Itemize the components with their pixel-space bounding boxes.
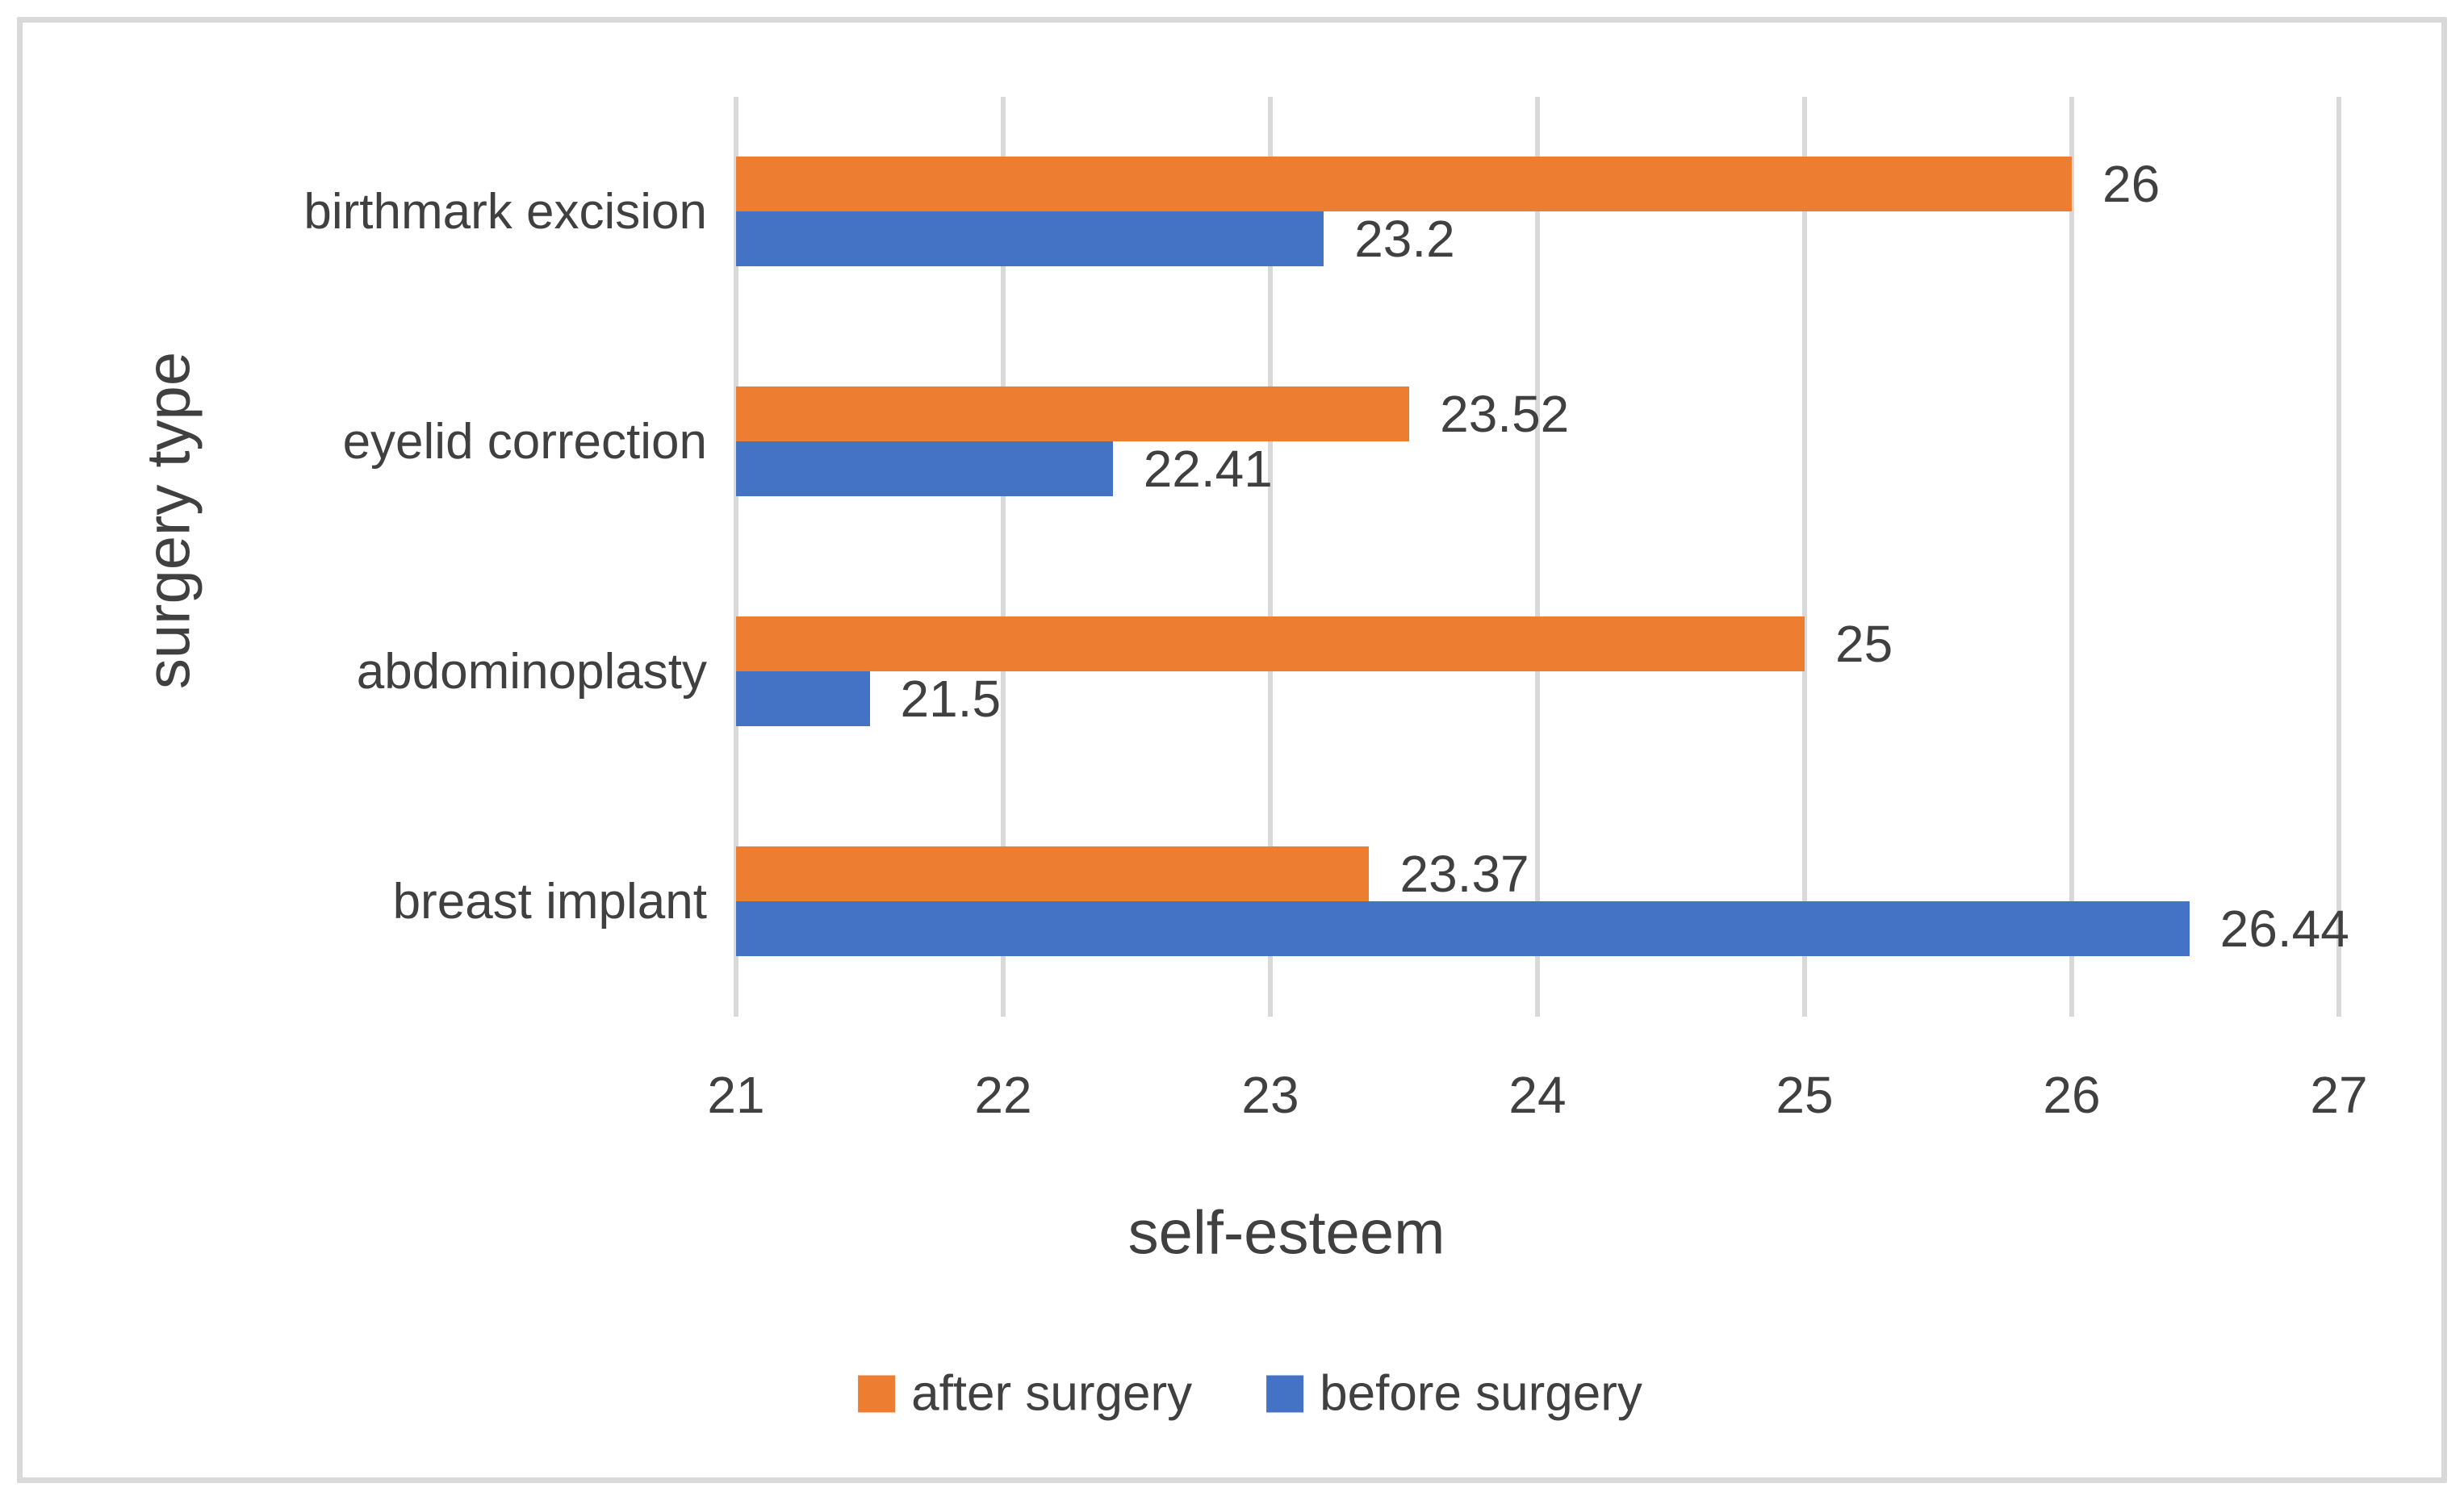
gridline (2069, 97, 2074, 1017)
x-tick-label: 27 (2310, 1066, 2368, 1124)
category-label: breast implant (392, 873, 707, 930)
bar-before-surgery-abdominoplasty (736, 671, 870, 726)
data-label: 21.5 (900, 670, 1002, 728)
legend-label: before surgery (1320, 1365, 1642, 1422)
category-label: abdominoplasty (356, 643, 707, 700)
data-label: 23.52 (1440, 385, 1570, 443)
bar-after-surgery-eyelid-correction (736, 386, 1410, 441)
gridline (1535, 97, 1540, 1017)
x-tick-label: 21 (707, 1066, 765, 1124)
bar-after-surgery-breast-implant (736, 846, 1370, 901)
legend-item-before-surgery: before surgery (1266, 1365, 1642, 1423)
category-axis: birthmark excision eyelid correction abdom… (121, 0, 707, 1500)
gridline (2336, 97, 2341, 1017)
gridline (1267, 97, 1273, 1017)
bar-after-surgery-birthmark-excision (736, 157, 2072, 211)
x-tick-label: 25 (1776, 1066, 1834, 1124)
data-label: 26.44 (2219, 900, 2349, 958)
legend-item-after-surgery: after surgery (858, 1365, 1192, 1423)
bar-before-surgery-birthmark-excision (736, 211, 1324, 266)
legend-swatch-icon (858, 1375, 896, 1412)
gridline (1801, 97, 1807, 1017)
legend: after surgery before surgery (858, 1365, 1642, 1423)
data-label: 23.2 (1354, 210, 1455, 268)
category-label: birthmark excision (303, 183, 707, 240)
x-tick-label: 23 (1241, 1066, 1299, 1124)
bar-after-surgery-abdominoplasty (736, 616, 1805, 671)
x-tick-label: 22 (974, 1066, 1032, 1124)
plot-area: 26 23.2 23.52 22.41 25 21.5 23.37 26.44 (734, 97, 2349, 1017)
x-tick-label: 24 (1508, 1066, 1567, 1124)
data-label: 22.41 (1143, 440, 1273, 498)
chart-border (17, 17, 2447, 1483)
data-label: 23.37 (1399, 845, 1529, 903)
data-label: 25 (1834, 615, 1893, 673)
category-label: eyelid correction (342, 413, 707, 470)
gridline (734, 97, 738, 1017)
legend-swatch-icon (1266, 1375, 1304, 1412)
bar-before-surgery-eyelid-correction (736, 441, 1113, 496)
x-tick-label: 26 (2043, 1066, 2101, 1124)
gridline (1000, 97, 1006, 1017)
bar-before-surgery-breast-implant (736, 901, 2190, 956)
x-axis-title: self-esteem (1127, 1198, 1445, 1268)
data-label: 26 (2102, 155, 2161, 213)
legend-label: after surgery (911, 1365, 1193, 1422)
